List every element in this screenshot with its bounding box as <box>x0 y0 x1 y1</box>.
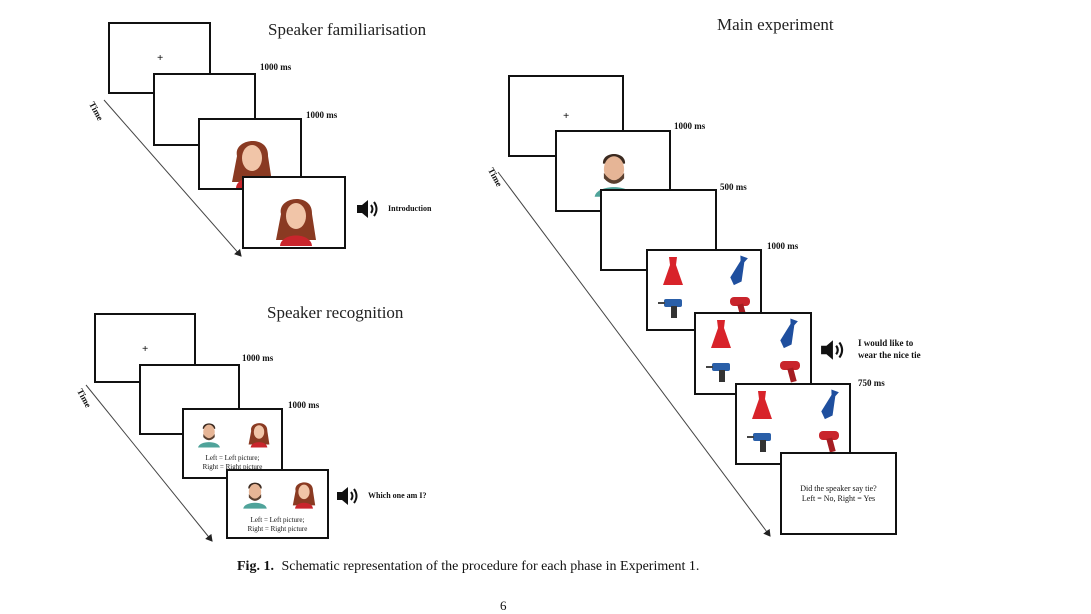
recognition-audio-label: Which one am I? <box>368 491 427 500</box>
main-timing-1: 1000 ms <box>674 121 706 131</box>
main-audio-line-1: I would like to <box>858 338 914 348</box>
main-audio-line-2: wear the nice tie <box>858 350 921 360</box>
response-text-line-2: Right = Right picture <box>202 463 263 471</box>
familiarisation-title: Speaker familiarisation <box>268 20 427 39</box>
recognition-timing-2: 1000 ms <box>288 400 320 410</box>
speaker-icon <box>337 487 358 505</box>
familiarisation-timing-2: 1000 ms <box>306 110 338 120</box>
dress-icon <box>663 257 683 285</box>
familiarisation-audio-frame <box>242 176 346 249</box>
recognition-timing-1: 1000 ms <box>242 353 274 363</box>
main-display-frame-3 <box>735 383 851 465</box>
time-arrow-recognition <box>85 384 213 542</box>
page-number: 6 <box>500 598 507 613</box>
fixation-cross: + <box>563 110 570 122</box>
female-face-icon <box>292 482 316 509</box>
main-display-frame-2 <box>694 312 812 395</box>
time-arrow-main <box>497 171 771 537</box>
response-text-line-1: Left = Left picture; <box>205 454 260 462</box>
response-text-line-1: Left = Left picture; <box>250 516 305 524</box>
question-line-2: Left = No, Right = Yes <box>801 494 876 503</box>
familiarisation-timing-1: 1000 ms <box>260 62 292 72</box>
main-question-frame: Did the speaker say tie? Left = No, Righ… <box>780 452 897 535</box>
figure-caption-text: Schematic representation of the procedur… <box>281 559 700 574</box>
question-line-1: Did the speaker say tie? <box>800 484 877 493</box>
tie-icon <box>780 318 798 349</box>
main-timing-3: 1000 ms <box>767 241 799 251</box>
fixation-cross: + <box>142 343 149 355</box>
male-face-icon <box>198 423 220 448</box>
figure-caption-label: Fig. 1. <box>237 559 274 574</box>
main-title: Main experiment <box>717 15 834 34</box>
fixation-cross: + <box>157 52 164 64</box>
female-face-icon <box>276 198 316 246</box>
drill-icon <box>747 433 771 452</box>
recognition-title: Speaker recognition <box>267 303 404 322</box>
time-arrow-familiarisation <box>103 99 242 257</box>
hairdryer-icon <box>780 361 800 383</box>
recognition-choice-frame-2: Left = Left picture; Right = Right pictu… <box>226 469 329 539</box>
hairdryer-icon <box>819 431 839 453</box>
male-face-icon <box>243 482 267 509</box>
response-text-line-2: Right = Right picture <box>247 525 308 533</box>
tie-icon <box>821 389 839 420</box>
recognition-choice-frame-1: Left = Left picture; Right = Right pictu… <box>182 408 283 479</box>
tie-icon <box>730 255 748 286</box>
drill-icon <box>658 299 682 318</box>
familiarisation-audio-label: Introduction <box>388 204 432 213</box>
main-timing-4: 750 ms <box>858 378 885 388</box>
drill-icon <box>706 363 730 382</box>
figure-caption: Fig. 1. Schematic representation of the … <box>237 559 699 575</box>
speaker-icon <box>821 340 844 360</box>
speaker-icon <box>357 200 378 218</box>
dress-icon <box>711 320 731 348</box>
main-timing-2: 500 ms <box>720 182 747 192</box>
dress-icon <box>752 391 772 419</box>
female-face-icon <box>248 423 270 448</box>
